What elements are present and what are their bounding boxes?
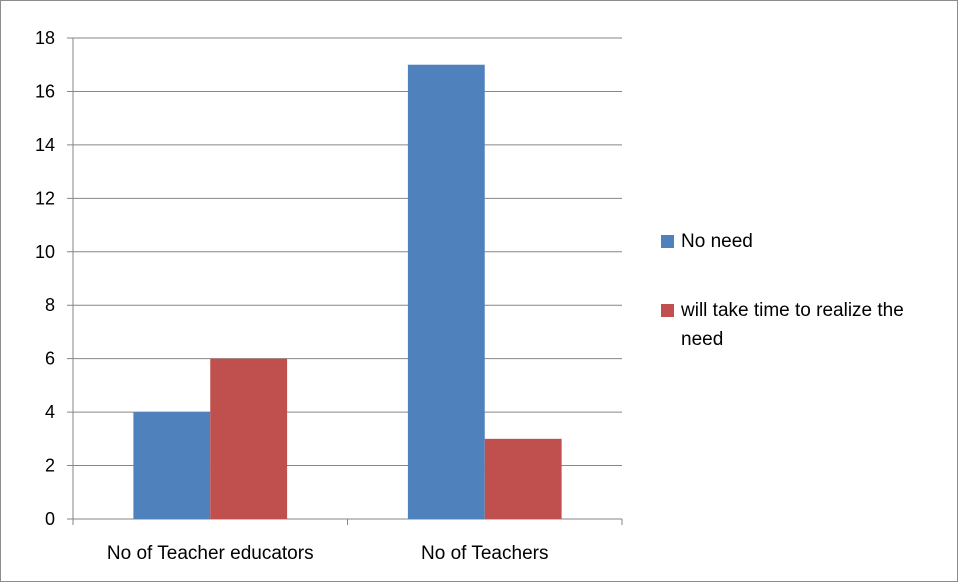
y-tick-label-14: 14 <box>35 135 55 155</box>
legend-item-no-need: No need <box>659 227 958 256</box>
y-tick-label-18: 18 <box>35 28 55 48</box>
y-tick-label-16: 16 <box>35 81 55 101</box>
legend: No need will take time to realize the ne… <box>659 227 958 354</box>
y-tick-label-2: 2 <box>45 456 55 476</box>
bar-will-take-time-0 <box>210 358 288 519</box>
y-tick-label-8: 8 <box>45 295 55 315</box>
x-category-label-1: No of Teachers <box>421 543 548 564</box>
legend-swatch-will-take-time <box>661 304 674 317</box>
y-tick-label-10: 10 <box>35 242 55 262</box>
bar-no-need-1 <box>407 64 485 519</box>
y-tick-label-12: 12 <box>35 188 55 208</box>
legend-swatch-no-need <box>661 235 674 248</box>
y-tick-label-6: 6 <box>45 349 55 369</box>
y-tick-label-0: 0 <box>45 509 55 529</box>
x-category-label-0: No of Teacher educators <box>107 543 314 564</box>
legend-item-will-take-time: will take time to realize the need <box>659 296 958 354</box>
y-tick-label-4: 4 <box>45 402 55 422</box>
bar-will-take-time-1 <box>484 438 562 519</box>
legend-label-will-take-time: will take time to realize the need <box>681 300 904 350</box>
bar-no-need-0 <box>133 412 211 519</box>
legend-label-no-need: No need <box>681 231 753 252</box>
